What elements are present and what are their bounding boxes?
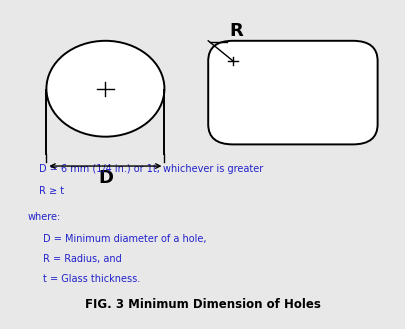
Text: R ≥ t: R ≥ t	[39, 186, 64, 196]
Text: R = Radius, and: R = Radius, and	[43, 254, 122, 264]
Text: D: D	[98, 169, 113, 187]
FancyBboxPatch shape	[208, 41, 377, 144]
Text: where:: where:	[28, 213, 61, 222]
Circle shape	[47, 41, 164, 137]
Text: t = Glass thickness.: t = Glass thickness.	[43, 274, 140, 284]
Text: D = 6 mm (1/4 in.) or 1t, whichever is greater: D = 6 mm (1/4 in.) or 1t, whichever is g…	[39, 164, 263, 174]
Text: FIG. 3 Minimum Dimension of Holes: FIG. 3 Minimum Dimension of Holes	[85, 298, 320, 311]
Text: R: R	[229, 22, 243, 40]
Text: D = Minimum diameter of a hole,: D = Minimum diameter of a hole,	[43, 234, 206, 244]
